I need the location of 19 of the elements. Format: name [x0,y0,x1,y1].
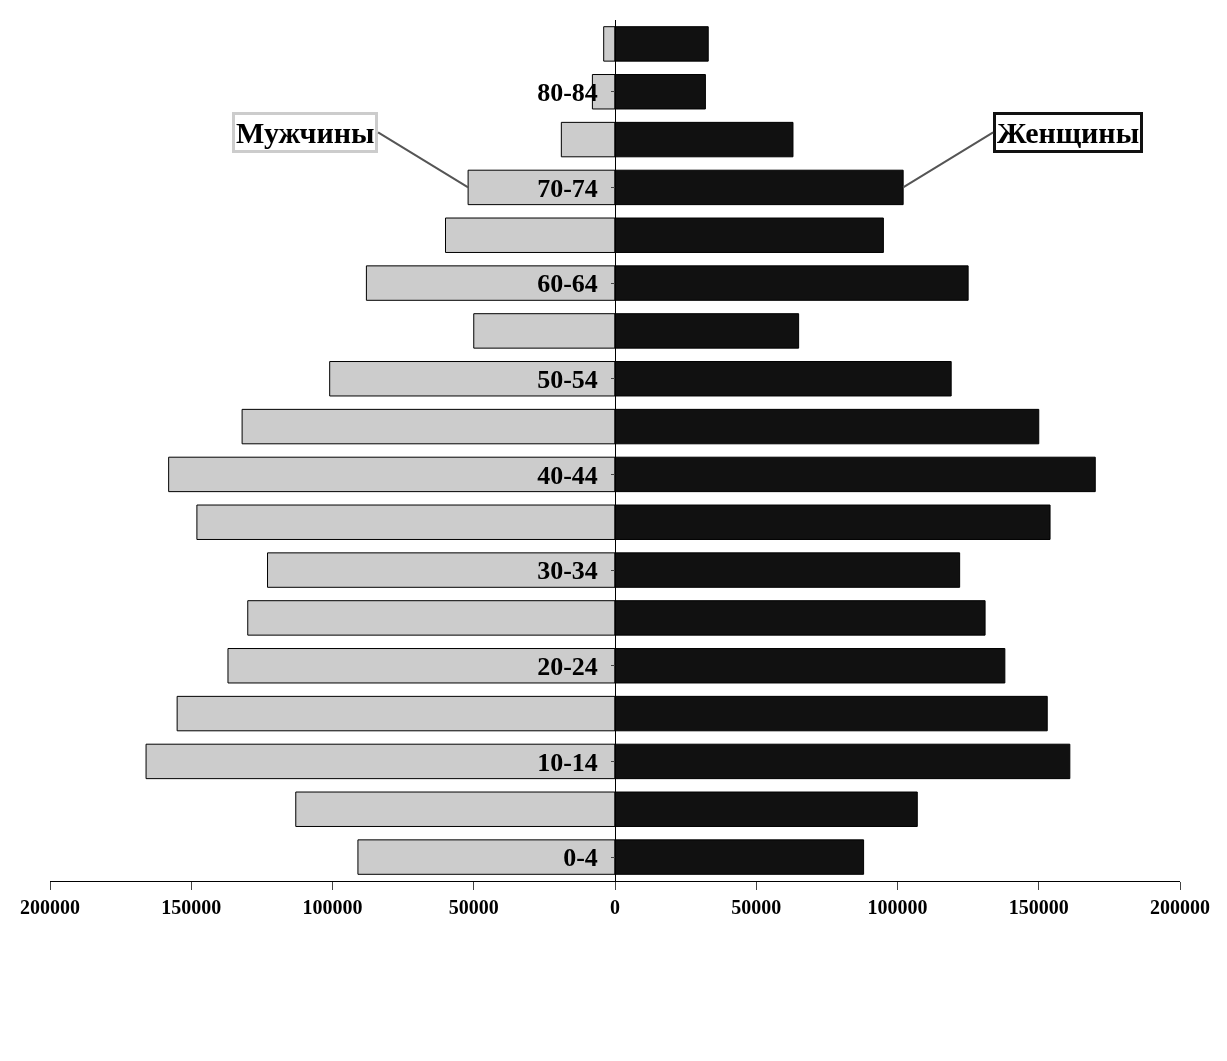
x-tick-label: 50000 [731,896,782,918]
x-tick-label: 0 [610,896,620,918]
y-tick-label: 10-14 [537,747,598,777]
y-tick-label: 70-74 [537,173,598,203]
y-tick-label: 30-34 [537,556,598,586]
x-tick-label: 100000 [302,896,363,918]
y-tick-label: 50-54 [537,364,598,394]
y-tick-label: 40-44 [537,460,598,490]
x-tick-label: 150000 [161,896,222,918]
y-tick-label: 20-24 [537,651,598,681]
text: Женщины [997,116,1140,149]
x-tick-label: 200000 [1150,896,1210,918]
x-tick-label: 150000 [1008,896,1069,918]
x-tick-label: 100000 [867,896,928,918]
y-tick-label: 60-64 [537,269,598,299]
x-tick-label: 200000 [20,896,80,918]
text: Мужчины [236,116,375,149]
y-tick-label: 0-4 [563,843,598,873]
x-tick-label: 50000 [448,896,499,918]
